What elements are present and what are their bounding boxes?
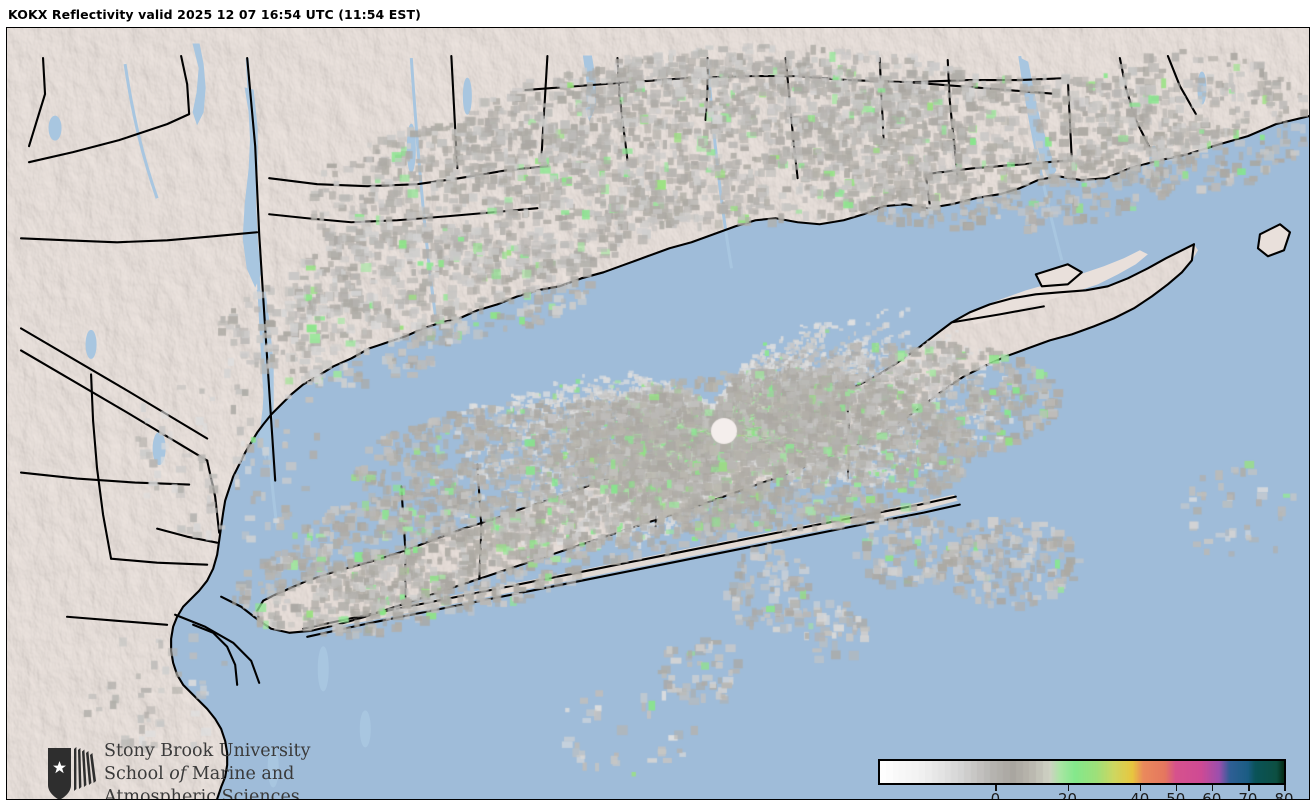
colorbar-tick-label: 80 xyxy=(1274,790,1294,800)
colorbar-tick-label: 20 xyxy=(1058,790,1078,800)
colorbar-tick-label: 50 xyxy=(1166,790,1186,800)
colorbar-tick-label: 70 xyxy=(1238,790,1258,800)
colorbar-tick xyxy=(1284,785,1286,791)
colorbar-tick xyxy=(1139,785,1142,791)
colorbar: 0 20 40 50 60 70 80 xyxy=(878,759,1294,800)
colorbar-tick-label: 60 xyxy=(1202,790,1222,800)
colorbar-tick xyxy=(1175,785,1178,791)
basemap xyxy=(7,28,1309,799)
colorbar-tick-label: 40 xyxy=(1130,790,1150,800)
page-title: KOKX Reflectivity valid 2025 12 07 16:54… xyxy=(8,6,421,22)
colorbar-tick xyxy=(1247,785,1250,791)
colorbar-tick-labels: 0 20 40 50 60 70 80 xyxy=(878,790,1294,800)
title-bar: KOKX Reflectivity valid 2025 12 07 16:54… xyxy=(8,4,1308,24)
colorbar-tick xyxy=(1211,785,1214,791)
colorbar-gradient xyxy=(878,759,1286,785)
colorbar-tick-label: 0 xyxy=(990,790,1001,800)
colorbar-tick xyxy=(1067,785,1070,791)
basemap-svg xyxy=(7,28,1309,799)
colorbar-ticks xyxy=(878,785,1286,792)
map-frame[interactable]: Stony Brook University School of Marine … xyxy=(6,27,1310,800)
colorbar-tick xyxy=(995,785,998,791)
